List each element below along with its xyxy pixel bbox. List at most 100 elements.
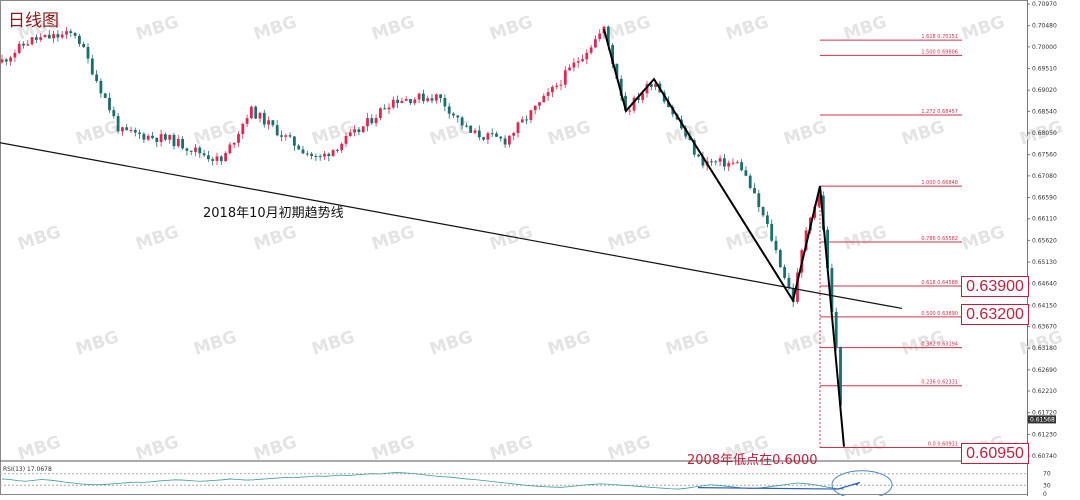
- candle-body: [348, 132, 352, 136]
- watermark-text: MBG: [487, 432, 535, 465]
- page-title: 日线图: [8, 11, 59, 31]
- candle-body: [387, 107, 391, 110]
- price-axis-tick-label: 0.65130: [1032, 259, 1057, 266]
- candle-body: [151, 135, 154, 138]
- candle-body: [581, 59, 584, 62]
- candle-body: [95, 74, 98, 81]
- watermark-text: MBG: [191, 117, 239, 150]
- candle-body: [546, 92, 550, 96]
- candle-body: [692, 140, 696, 155]
- watermark-text: MBG: [605, 222, 653, 255]
- price-axis-tick-label: 0.61230: [1032, 431, 1057, 438]
- watermark-text: MBG: [841, 222, 889, 255]
- candle-body: [503, 138, 507, 145]
- price-box-063200: 0.63200: [961, 304, 1029, 325]
- candle-body: [361, 126, 365, 133]
- watermark-text: MBG: [605, 12, 653, 45]
- candle-body: [323, 153, 326, 157]
- rsi-line: [1, 472, 845, 490]
- candle-body: [654, 83, 657, 87]
- candle-body: [241, 123, 245, 135]
- watermark-text: MBG: [1017, 327, 1065, 360]
- candle-body: [245, 118, 249, 124]
- candle-body: [99, 80, 103, 94]
- candle-body: [529, 110, 533, 120]
- candle-body: [219, 156, 223, 162]
- candle-body: [400, 100, 404, 104]
- candle-body: [447, 106, 451, 114]
- candle-body: [555, 85, 559, 87]
- price-axis-tick-label: 0.68050: [1032, 130, 1057, 137]
- candle-body: [211, 159, 215, 161]
- candle-body: [189, 150, 193, 152]
- candle-body: [250, 106, 253, 119]
- watermark-text: MBG: [723, 12, 771, 45]
- fib-level-label: 0.500 0.63890: [921, 311, 958, 317]
- price-axis-tick-label: 0.69020: [1032, 87, 1057, 94]
- candle-body: [318, 155, 322, 157]
- candle-body: [133, 130, 137, 133]
- price-box-063900: 0.63900: [961, 276, 1029, 297]
- watermark-text: MBG: [369, 12, 417, 45]
- candle-body: [430, 98, 434, 101]
- watermark-text: MBG: [781, 117, 829, 150]
- candle-body: [723, 158, 726, 167]
- candle-body: [542, 95, 546, 103]
- candle-body: [735, 162, 739, 164]
- candle-body: [331, 149, 335, 157]
- watermark-text: MBG: [487, 12, 535, 45]
- candle-body: [774, 240, 778, 251]
- candle-body: [477, 130, 481, 138]
- candle-body: [129, 130, 133, 132]
- rsi-title: RSI(13) 17.0678: [3, 466, 52, 473]
- candle-body: [632, 97, 636, 111]
- candle-body: [82, 43, 86, 48]
- candle-body: [770, 223, 774, 241]
- watermark-text: MBG: [133, 432, 181, 465]
- candle-body: [288, 135, 292, 137]
- price-axis-tick-label: 0.70480: [1032, 23, 1057, 30]
- candle-body: [391, 99, 395, 108]
- candle-body: [731, 162, 735, 164]
- price-axis-tick-label: 0.66590: [1032, 195, 1057, 202]
- watermark-text: MBG: [781, 327, 829, 360]
- candle-body: [267, 120, 270, 125]
- candle-body: [426, 98, 430, 102]
- watermark-text: MBG: [369, 222, 417, 255]
- candle-body: [262, 112, 266, 125]
- candle-body: [637, 97, 640, 100]
- candle-body: [22, 43, 25, 46]
- candle-body: [280, 135, 283, 137]
- candle-body: [624, 95, 627, 111]
- rsi-divergence-line: [697, 487, 839, 490]
- candle-body: [744, 170, 748, 176]
- candle-body: [572, 62, 576, 68]
- candle-body: [284, 135, 288, 137]
- candle-body: [533, 105, 537, 111]
- candle-body: [499, 136, 503, 139]
- candle-body: [43, 34, 47, 38]
- candle-body: [39, 37, 43, 40]
- candle-body: [538, 102, 541, 106]
- candle-body: [344, 135, 348, 144]
- candle-body: [168, 134, 172, 140]
- price-axis-tick-label: 0.70000: [1032, 44, 1057, 51]
- current-price-tag-bg: [1028, 415, 1056, 424]
- candle-body: [645, 83, 649, 94]
- candle-body: [357, 129, 361, 133]
- candle-body: [619, 78, 623, 96]
- watermark-text: MBG: [959, 222, 1007, 255]
- candle-body: [761, 207, 765, 216]
- watermark-text: MBG: [251, 432, 299, 465]
- candle-body: [482, 137, 485, 140]
- fib-level-label: 1.500 0.69806: [921, 49, 958, 55]
- candle-body: [456, 115, 460, 118]
- candle-body: [125, 127, 129, 131]
- candle-body: [198, 147, 202, 154]
- candle-body: [714, 161, 718, 163]
- candle-body: [826, 229, 829, 269]
- watermark-text: MBG: [841, 432, 889, 465]
- price-axis-tick-label: 0.63670: [1032, 324, 1057, 331]
- candle-body: [383, 108, 387, 110]
